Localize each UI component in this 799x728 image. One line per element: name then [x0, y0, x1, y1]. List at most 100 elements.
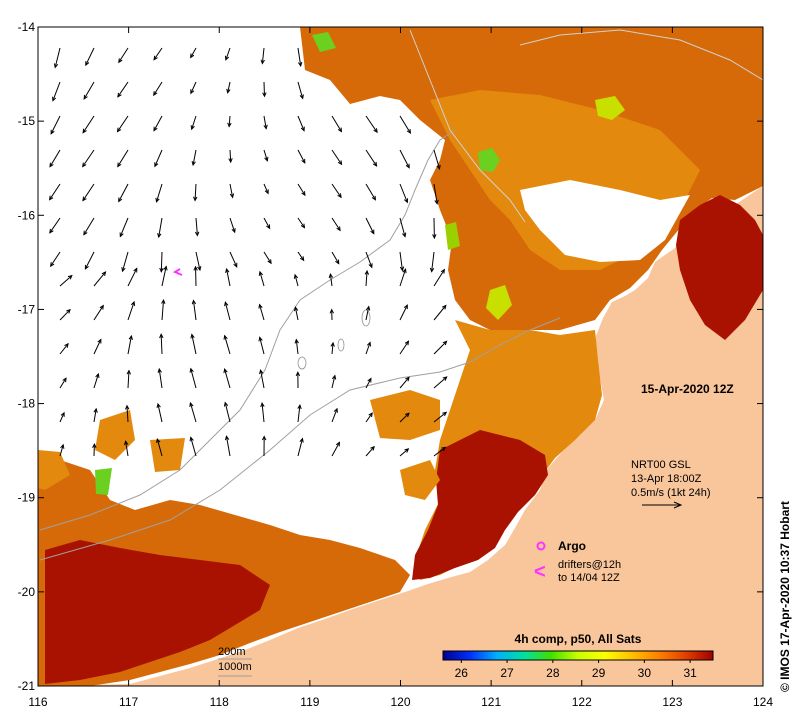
current-vector-head [264, 189, 269, 195]
current-vector [399, 269, 407, 287]
current-vector-head [404, 198, 409, 204]
current-vector-head [119, 232, 124, 238]
x-tick-label: 117 [119, 695, 138, 709]
current-vector [297, 405, 301, 423]
current-vector-head [297, 404, 302, 410]
current-vector-head [52, 96, 57, 102]
green-patch-1 [478, 148, 500, 172]
current-vector [153, 47, 163, 60]
current-vector-head [64, 342, 69, 348]
current-vector-head [442, 340, 448, 346]
x-tick-label: 119 [300, 695, 319, 709]
current-vector [93, 373, 99, 389]
current-vector-head [262, 92, 267, 98]
current-vector-head [299, 437, 304, 443]
current-vector [50, 251, 61, 267]
current-vector [433, 376, 448, 389]
current-vector [127, 335, 132, 355]
current-vector [433, 340, 447, 355]
current-vector-head [371, 195, 377, 201]
x-tick-label: 116 [28, 695, 47, 709]
colorbar-tick-label: 28 [546, 666, 560, 680]
current-vector [82, 149, 95, 167]
colorbar-ticks: 26 27 28 29 30 31 [455, 660, 697, 680]
current-legend-line3: 0.5m/s (1kt 24h) [631, 487, 710, 499]
current-vector-head [190, 89, 195, 95]
map-timestamp: 15-Apr-2020 12Z [641, 382, 734, 396]
reef-outline-3 [297, 356, 307, 370]
current-vector-head [117, 162, 122, 168]
current-vector [190, 47, 197, 58]
current-vector [295, 339, 299, 355]
current-vector [399, 149, 410, 168]
current-vector [297, 115, 305, 131]
current-vector [433, 269, 445, 287]
current-vector [54, 47, 61, 68]
current-vector-head [130, 300, 136, 306]
current-vector [399, 115, 411, 134]
current-vector-head [224, 55, 230, 61]
current-vector-head [128, 334, 133, 340]
current-vector-head [194, 231, 200, 237]
current-vector [259, 304, 265, 321]
current-vector [83, 217, 95, 235]
current-vector-head [153, 126, 158, 132]
current-vector-head [60, 443, 65, 449]
current-vector-head [405, 163, 410, 169]
current-vector-head [66, 308, 71, 314]
current-vector [192, 300, 197, 321]
argo-symbol [536, 541, 546, 551]
current-vector-head [434, 199, 439, 205]
current-vector-head [329, 308, 334, 314]
x-tick-label: 118 [210, 695, 229, 709]
current-vector [93, 305, 104, 321]
current-vector-head [442, 411, 448, 417]
current-vector [190, 368, 197, 389]
current-vector [365, 183, 376, 201]
current-vector [158, 217, 163, 238]
current-vector [161, 300, 165, 321]
green-patch-4 [486, 285, 512, 320]
current-vector [331, 149, 342, 165]
current-vector [93, 271, 106, 287]
current-vector [331, 251, 340, 264]
current-vector [331, 183, 342, 198]
current-vector [194, 183, 197, 201]
current-vector-head [333, 407, 338, 413]
current-vector-head [330, 341, 335, 347]
current-vector [225, 47, 231, 60]
current-vector [297, 251, 305, 261]
current-vector-head [50, 262, 55, 268]
current-vector [294, 274, 299, 287]
current-vector [399, 377, 410, 389]
current-vector [82, 115, 95, 133]
current-vector [259, 271, 265, 287]
current-vector-head [337, 160, 343, 166]
current-vector-head [261, 435, 267, 441]
argo-label: Argo [558, 539, 586, 553]
current-vector-head [67, 274, 73, 280]
current-vector-head [189, 436, 194, 442]
current-vector [263, 149, 268, 161]
current-vector [263, 217, 271, 229]
colorbar-tick-label: 30 [638, 666, 652, 680]
y-tick-label: -20 [18, 585, 36, 599]
current-vector-head [157, 367, 162, 373]
current-vector [263, 251, 272, 264]
current-vector [161, 266, 167, 287]
current-vector-head [298, 61, 303, 67]
sst-southwest-patches [38, 410, 185, 490]
current-vector [297, 438, 303, 457]
current-vector-head [267, 259, 272, 265]
current-vector-head [85, 61, 90, 67]
current-vector-head [133, 267, 138, 273]
current-vector-head [259, 369, 264, 375]
current-vector [224, 369, 231, 389]
sst-kimberley-hot [676, 195, 763, 340]
current-vector [192, 149, 197, 166]
current-vector [153, 81, 163, 96]
current-vector-head [260, 402, 265, 408]
current-vector [224, 402, 231, 423]
current-vector [399, 412, 410, 423]
current-vector-head [53, 63, 59, 69]
